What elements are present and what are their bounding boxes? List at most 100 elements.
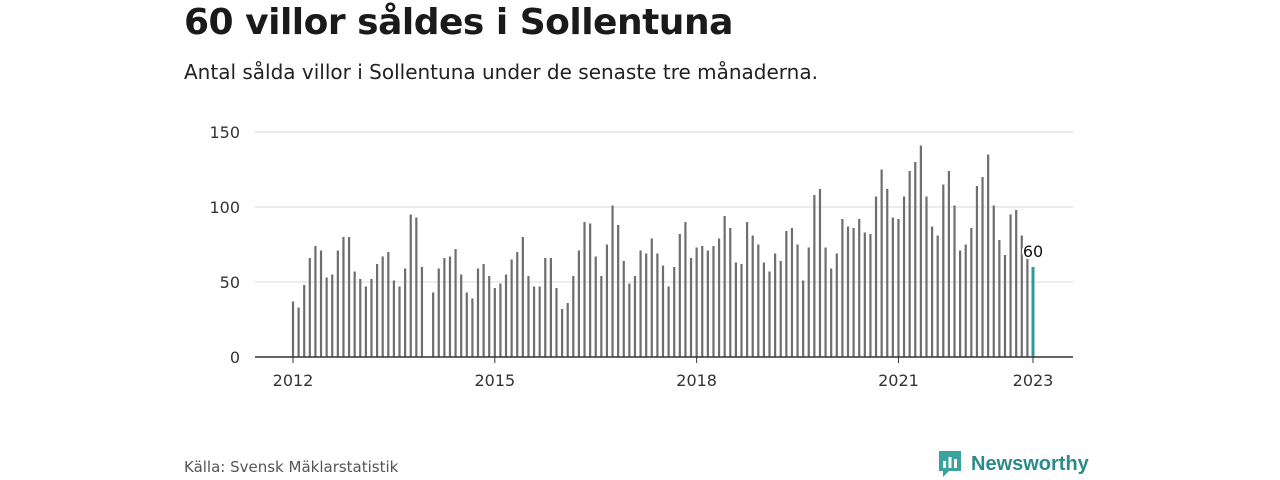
bar xyxy=(874,196,878,357)
bar-chart: 0 50 100 150 2012 2015 2018 2021 2023 60 xyxy=(209,123,1073,390)
bar xyxy=(527,276,530,357)
bar xyxy=(555,288,558,357)
bar xyxy=(359,279,362,357)
bar xyxy=(325,277,328,357)
bar xyxy=(381,256,384,357)
chart-subtitle: Antal sålda villor i Sollentuna under de… xyxy=(184,60,818,84)
bar xyxy=(633,276,637,357)
bar xyxy=(852,228,855,357)
bar xyxy=(443,258,446,357)
bar xyxy=(701,246,704,357)
axes xyxy=(255,356,1073,363)
bar xyxy=(667,286,670,357)
bar xyxy=(566,303,569,357)
bar xyxy=(1009,214,1012,357)
bar xyxy=(723,216,726,357)
x-tick-label: 2018 xyxy=(676,371,717,390)
bar-highlight xyxy=(1031,267,1035,357)
bar xyxy=(930,226,934,357)
bar xyxy=(835,253,838,357)
y-tick-label: 150 xyxy=(209,123,240,142)
bar xyxy=(818,189,822,357)
bar xyxy=(858,219,861,357)
bar xyxy=(762,262,766,357)
bar xyxy=(504,274,508,357)
y-tick-label: 50 xyxy=(220,273,240,292)
bar xyxy=(594,256,597,357)
bar xyxy=(919,145,922,357)
bar xyxy=(992,205,995,357)
bar xyxy=(914,162,917,357)
bar xyxy=(617,225,620,357)
bar xyxy=(622,261,625,357)
bar xyxy=(785,231,788,357)
bar xyxy=(488,276,491,357)
last-value-label: 60 xyxy=(1023,242,1043,261)
bar xyxy=(740,264,743,357)
chart-title: 60 villor såldes i Sollentuna xyxy=(184,2,733,43)
bar xyxy=(510,259,513,357)
bar xyxy=(516,252,519,357)
bar xyxy=(712,246,715,357)
x-tick-label: 2023 xyxy=(1013,371,1054,390)
bar xyxy=(891,217,894,357)
bar xyxy=(415,217,418,357)
bar xyxy=(734,262,737,357)
bar xyxy=(392,280,396,357)
bar xyxy=(364,286,367,357)
bar xyxy=(841,219,844,357)
newsworthy-logo: Newsworthy xyxy=(937,449,1089,479)
bar xyxy=(807,247,810,357)
bar xyxy=(863,232,866,357)
bar xyxy=(291,301,295,357)
bar xyxy=(925,196,928,357)
bar xyxy=(751,235,754,357)
bar xyxy=(678,234,681,357)
bar xyxy=(729,228,732,357)
bar xyxy=(975,186,979,357)
bar xyxy=(521,237,524,357)
bar xyxy=(987,154,990,357)
bar xyxy=(936,235,939,357)
bar xyxy=(454,249,457,357)
bar xyxy=(482,264,485,357)
bar xyxy=(589,223,592,357)
bar xyxy=(560,309,564,357)
bar xyxy=(375,264,379,357)
bar xyxy=(303,285,306,357)
bar xyxy=(471,298,474,357)
bar xyxy=(695,247,698,357)
bar xyxy=(880,169,883,357)
bar xyxy=(409,214,412,357)
bar xyxy=(347,237,351,357)
gridlines xyxy=(255,131,1073,283)
bar xyxy=(661,265,665,357)
bar xyxy=(319,250,323,357)
bar xyxy=(611,205,614,357)
bar xyxy=(600,276,603,357)
bar xyxy=(981,177,984,357)
bar xyxy=(717,238,721,357)
y-tick-label: 100 xyxy=(209,198,240,217)
bar xyxy=(774,253,777,357)
bar xyxy=(628,283,631,357)
bar xyxy=(420,267,424,357)
bar xyxy=(314,246,317,357)
bar xyxy=(448,256,452,357)
bar xyxy=(370,279,373,357)
bar xyxy=(998,240,1001,357)
brand-name: Newsworthy xyxy=(971,452,1089,475)
bar xyxy=(942,184,945,357)
bar xyxy=(684,222,687,357)
bar xyxy=(538,286,541,357)
bar xyxy=(1003,255,1007,357)
bar xyxy=(790,228,794,357)
x-tick-label: 2015 xyxy=(474,371,515,390)
bar xyxy=(824,247,827,357)
bar xyxy=(583,222,586,357)
newsworthy-icon xyxy=(939,451,961,477)
bar xyxy=(846,226,850,357)
bar xyxy=(959,250,962,357)
bar xyxy=(813,195,816,357)
bar xyxy=(639,250,642,357)
